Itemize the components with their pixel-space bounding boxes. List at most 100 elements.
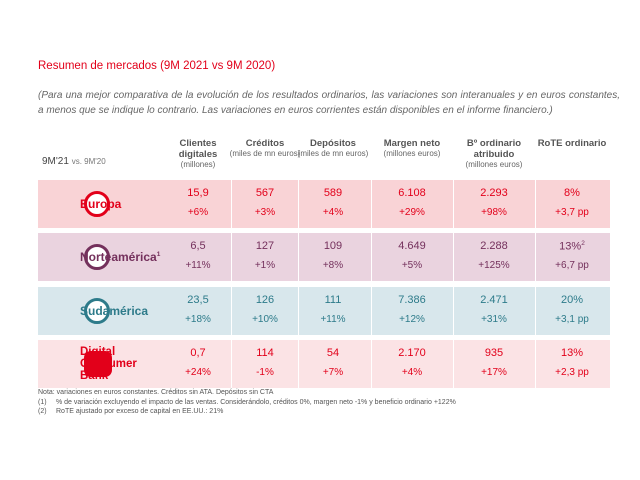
cell-value-text: 111 [324,294,342,306]
cell-value: 2.288 [459,240,529,252]
cell-value-text: 2.170 [398,347,426,359]
table-row: Digital Consumer Bank 0,7 +24% 114 -1% 54 +7% 2… [38,340,610,388]
cell-change: +11% [185,260,211,271]
row-name-text: Sudamérica [80,304,149,318]
column-title: RoTE ordinario [537,138,607,149]
cell-change: +17% [481,367,507,378]
cell-value-text: 20% [560,294,584,306]
cell-value: 126 [230,294,300,306]
row-name: Digital Consumer Bank [80,346,160,382]
cell-value-text: 0,7 [190,347,206,359]
cell-value: 4.649 [377,240,447,252]
column-separator [453,180,454,388]
cell-value-text: 127 [255,240,275,252]
cell-value: 8% [537,187,607,199]
cell-change: +12% [399,314,425,325]
row-name-text: Europa [80,197,122,211]
cell-change: +3,1 pp [555,314,589,325]
cell-change: +24% [185,367,211,378]
cell-change: +8% [322,260,344,271]
cell-value: 13%2 [537,240,607,253]
cell-value-text: 7.386 [398,294,426,306]
table-row: Norteamérica1 6,5 +11% 127 +1% 109 +8% 4.649 +5%… [38,233,610,281]
period-label: 9M'21 [42,156,69,167]
title: Resumen de mercados (9M 2021 vs 9M 2020) [38,60,276,72]
column-header: Clientes digitales (millones) [160,138,236,170]
cell-value-text: 2.293 [480,187,508,199]
column-title: Créditos [245,138,285,149]
cell-change: +1% [254,260,276,271]
column-header: Depósitos (miles de mn euros) [295,138,371,159]
cell-change: +6% [187,207,209,218]
row-icon [84,244,110,270]
cell-value-text: 54 [326,347,340,359]
cell-change: +10% [252,314,278,325]
row-icon [84,191,110,217]
column-unit: (millones euros) [383,149,441,158]
cell-value: 114 [230,347,300,359]
cell-value-text: 935 [484,347,504,359]
cell-change: +3% [254,207,276,218]
note-item: (2) RoTE ajustado por exceso de capital e… [38,407,456,417]
column-unit: (millones) [180,160,216,169]
cell-value: 567 [230,187,300,199]
column-unit: (miles de mn euros) [297,149,369,158]
row-name: Sudamérica [80,304,148,318]
table-row: Sudamérica 23,5 +18% 126 +10% 111 +11% 7.386 +12… [38,287,610,335]
cell-change: +98% [481,207,507,218]
column-header: RoTE ordinario [534,138,610,149]
column-separator [535,180,536,388]
cell-change: +11% [320,314,346,325]
cell-value-text: 6,5 [190,240,206,252]
column-title: Bº ordinario atribuido [466,138,522,160]
table-row: Europa 15,9 +6% 567 +3% 589 +4% 6.108 +29% 2.293 +… [38,180,610,228]
row-icon [84,298,110,324]
row-name-text: Digital Consumer Bank [80,346,137,382]
column-unit: (millones euros) [465,160,523,169]
cell-change: +3,7 pp [555,207,589,218]
cell-value-text: 567 [255,187,275,199]
cell-change: +29% [399,207,425,218]
cell-change: -1% [256,367,274,378]
cell-value: 935 [459,347,529,359]
cell-value: 23,5 [163,294,233,306]
cell-value-text: 23,5 [187,294,209,306]
cell-value: 15,9 [163,187,233,199]
cell-value: 111 [298,294,368,306]
row-name: Norteamérica1 [80,250,160,264]
cell-change: +4% [401,367,423,378]
note: Nota: variaciones en euros constantes. C… [38,389,274,396]
cell-value-text: 109 [323,240,343,252]
cell-value-text: 2.471 [480,294,508,306]
note-text: RoTE ajustado por exceso de capital en E… [56,408,224,415]
cell-change: +4% [322,207,344,218]
cell-value: 0,7 [163,347,233,359]
cell-value-text: 2.288 [480,240,508,252]
cell-value: 127 [230,240,300,252]
row-icon [84,351,112,377]
cell-value-text: 13% [559,240,582,253]
cell-value: 20% [537,294,607,306]
cell-value: 109 [298,240,368,252]
cell-value-text: 589 [323,187,343,199]
column-header: Margen neto (millones euros) [374,138,450,159]
cell-value: 7.386 [377,294,447,306]
note-marker: (2) [38,408,47,415]
cell-value-text: 114 [256,347,274,359]
column-header: Bº ordinario atribuido (millones euros) [456,138,532,170]
cell-value-text: 126 [255,294,275,306]
cell-value-text: 8% [564,187,580,199]
row-name-text: Norteamérica [80,250,157,264]
cell-value-text: 13% [560,347,584,359]
cell-value: 6.108 [377,187,447,199]
column-unit: (miles de mn euros) [229,149,301,158]
cell-change: +125% [478,260,510,271]
cell-value: 6,5 [163,240,233,252]
column-separator [231,180,232,388]
column-title: Depósitos [310,138,356,149]
cell-value-text: 4.649 [398,240,426,252]
cell-value-text: 15,9 [187,187,209,199]
cell-value: 54 [298,347,368,359]
cell-change: +6,7 pp [555,260,589,271]
